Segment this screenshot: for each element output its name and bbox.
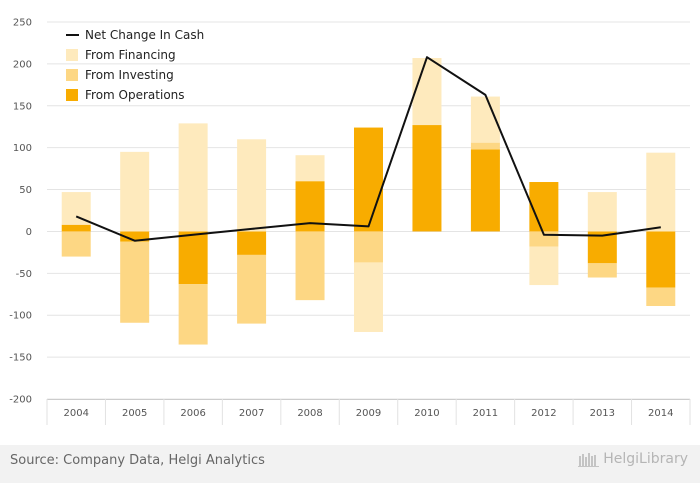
legend-box-swatch (66, 49, 78, 61)
x-tick-label: 2006 (180, 408, 205, 419)
bar-from-financing (529, 246, 559, 286)
y-tick-label: 250 (13, 18, 32, 29)
bookshelf-icon (578, 453, 600, 467)
bar-from-operations (587, 231, 617, 264)
y-tick-label: 0 (26, 227, 32, 238)
bar-from-investing (470, 142, 500, 150)
bar-from-operations (178, 231, 208, 285)
x-axis: 2004 2005 2006 2007 2008 2009 2010 2011 2012 2013… (46, 399, 691, 425)
bar-from-operations (470, 149, 500, 232)
y-tick-label: -100 (9, 311, 32, 322)
bar-from-financing (646, 152, 676, 232)
legend: Net Change In Cash From Financing From Inv… (66, 28, 204, 102)
bar-from-financing (412, 58, 442, 126)
x-tick-label: 2011 (473, 408, 498, 419)
source-note: Source: Company Data, Helgi Analytics (10, 453, 265, 468)
legend-box-swatch (66, 69, 78, 81)
bar-from-investing (178, 284, 208, 345)
y-axis: -200 -150 -100 -50 0 50 100 150 200 250 (9, 18, 32, 406)
bar-from-investing (587, 263, 617, 278)
bar-from-investing (61, 231, 91, 257)
y-tick-label: 200 (13, 59, 32, 70)
y-tick-label: 100 (13, 143, 32, 154)
x-tick-label: 2010 (414, 408, 439, 419)
net-change-in-cash-line (75, 56, 661, 242)
y-tick-label: -200 (9, 395, 32, 406)
legend-box-swatch (66, 89, 78, 101)
bar-from-operations (237, 231, 267, 255)
bar-from-investing (295, 231, 325, 301)
bar-from-financing (354, 262, 383, 332)
x-tick-label: 2008 (297, 408, 322, 419)
bar-from-investing (646, 287, 676, 307)
bar-from-financing (120, 151, 150, 232)
bar-from-investing (354, 231, 383, 263)
bar-from-financing (178, 123, 208, 232)
bar-from-operations (646, 231, 676, 288)
y-tick-label: -50 (16, 269, 32, 280)
logo-text: HelgiLibrary (603, 451, 688, 467)
footer: Source: Company Data, Helgi Analytics He… (0, 445, 700, 483)
y-tick-label: 150 (13, 101, 32, 112)
x-tick-label: 2014 (648, 408, 673, 419)
bar-from-investing (237, 254, 267, 324)
legend-label: From Operations (85, 88, 185, 102)
bar-from-operations (354, 127, 383, 232)
legend-label: From Investing (85, 68, 174, 82)
legend-label: From Financing (85, 48, 176, 62)
bar-from-operations (529, 182, 559, 232)
bar-from-operations (412, 125, 442, 232)
bar-from-financing (237, 139, 267, 232)
bar-series (61, 58, 676, 345)
bar-from-financing (587, 192, 617, 232)
legend-label: Net Change In Cash (85, 28, 204, 42)
x-tick-label: 2007 (239, 408, 264, 419)
helgi-library-logo: HelgiLibrary (578, 451, 688, 467)
bar-from-operations (120, 231, 150, 242)
x-tick-label: 2005 (122, 408, 147, 419)
bar-from-investing (120, 241, 150, 323)
x-tick-label: 2004 (64, 408, 89, 419)
y-tick-label: -150 (9, 353, 32, 364)
y-tick-label: 50 (19, 185, 32, 196)
bar-from-financing (61, 192, 91, 225)
x-tick-label: 2013 (590, 408, 615, 419)
bar-from-operations (61, 224, 91, 232)
bar-from-financing (295, 155, 325, 182)
net-change-line (75, 56, 661, 242)
x-tick-label: 2009 (356, 408, 381, 419)
x-tick-label: 2012 (531, 408, 556, 419)
